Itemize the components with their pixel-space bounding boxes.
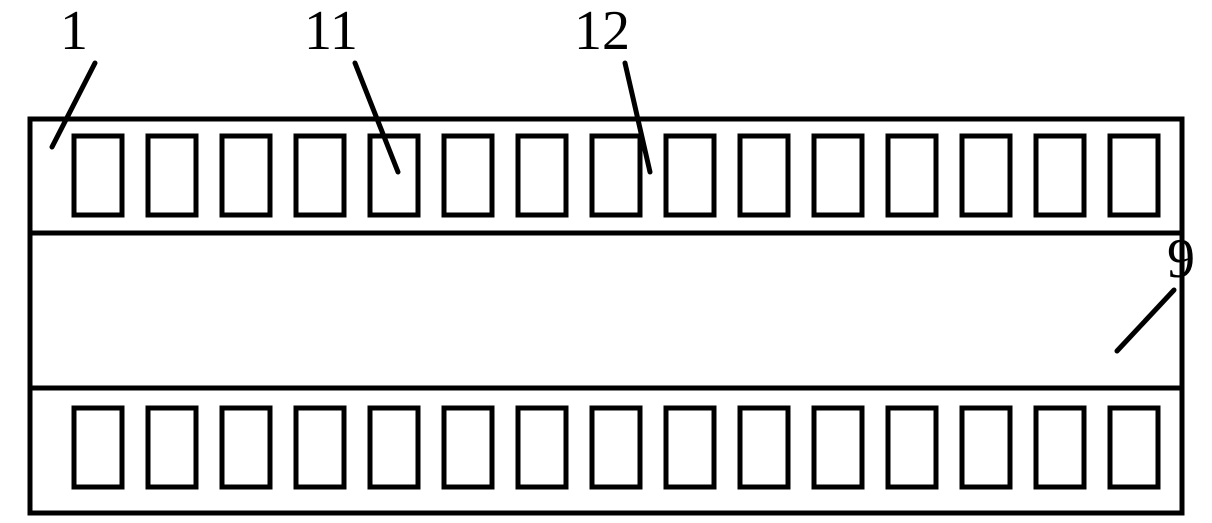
callout-label: 9 xyxy=(1167,228,1195,290)
slot-rect xyxy=(444,136,492,215)
slot-rect xyxy=(962,136,1010,215)
slot-rect xyxy=(148,136,196,215)
callout-label: 1 xyxy=(60,0,88,62)
slot-rect xyxy=(740,408,788,487)
slot-rect xyxy=(962,408,1010,487)
slot-rect xyxy=(740,136,788,215)
slot-rect xyxy=(666,136,714,215)
slot-rect xyxy=(666,408,714,487)
leader-line xyxy=(1117,290,1174,351)
slot-rect xyxy=(888,408,936,487)
slot-rect xyxy=(888,136,936,215)
slot-rect xyxy=(74,136,122,215)
callout-label: 11 xyxy=(304,0,358,62)
slot-rect xyxy=(592,408,640,487)
slot-rect xyxy=(222,136,270,215)
slot-rect xyxy=(444,408,492,487)
slot-rect xyxy=(1036,136,1084,215)
slot-rect xyxy=(518,136,566,215)
slot-rect xyxy=(296,408,344,487)
slot-rect xyxy=(222,408,270,487)
slot-rect xyxy=(1036,408,1084,487)
slot-rect xyxy=(296,136,344,215)
slot-rect xyxy=(1110,408,1158,487)
slot-rect xyxy=(370,408,418,487)
slot-rect xyxy=(518,408,566,487)
slot-rect xyxy=(814,136,862,215)
slot-rect xyxy=(1110,136,1158,215)
diagram-svg: 111129 xyxy=(0,0,1212,523)
slot-rect xyxy=(74,408,122,487)
slot-rect xyxy=(370,136,418,215)
slot-rect xyxy=(148,408,196,487)
slot-rect xyxy=(814,408,862,487)
callout-label: 12 xyxy=(574,0,630,62)
slot-rect xyxy=(592,136,640,215)
